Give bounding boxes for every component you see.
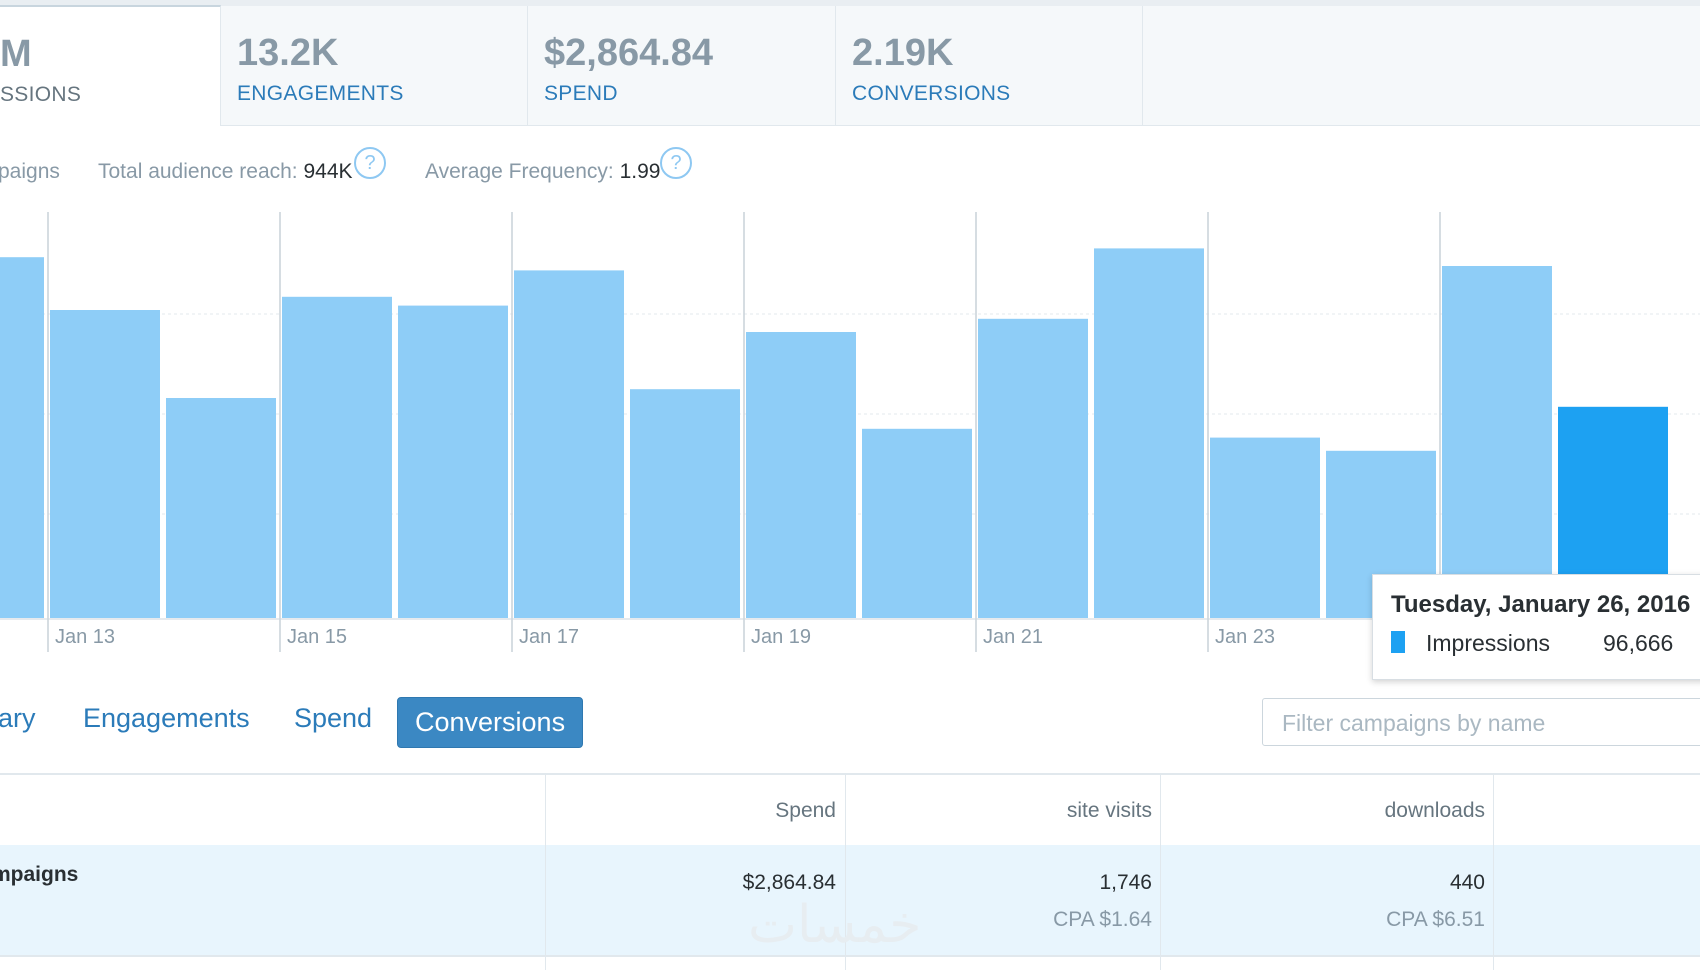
chart-bar[interactable] <box>1210 437 1320 618</box>
total-audience-reach: Total audience reach: 944K <box>98 160 353 184</box>
tooltip-series-value: 96,666 <box>1603 630 1674 656</box>
row-site-visits-cpa: CPA $1.64 <box>1053 908 1152 931</box>
reach-help-icon[interactable]: ? <box>354 147 386 179</box>
chart-bar[interactable] <box>862 428 972 618</box>
metric-tab-conversions[interactable]: 2.19K CONVERSIONS <box>836 6 1143 125</box>
column-divider <box>545 773 546 970</box>
metric-value: $2,864.84 <box>544 32 714 74</box>
x-tick-label: Jan 15 <box>287 626 347 648</box>
metric-tabs: M SSIONS 13.2K ENGAGEMENTS $2,864.84 SPE… <box>0 0 1700 126</box>
chart-bar[interactable] <box>630 389 740 618</box>
metric-tab-impressions[interactable]: M SSIONS <box>0 5 221 126</box>
metric-value: M <box>0 33 32 75</box>
metric-label: CONVERSIONS <box>852 82 1011 105</box>
metric-tab-spend[interactable]: $2,864.84 SPEND <box>528 6 836 125</box>
campaigns-table: Spend site visits downloads mpaigns $2,8… <box>0 773 1700 970</box>
tooltip-series-swatch <box>1391 631 1405 653</box>
average-frequency: Average Frequency: 1.99 <box>425 160 660 184</box>
top-border <box>0 0 1700 6</box>
metric-value: 2.19K <box>852 32 954 74</box>
x-tick-label: Jan 23 <box>1215 626 1275 648</box>
table-row[interactable] <box>0 957 1700 970</box>
impressions-bar-chart: Jan 13 Jan 15 Jan 17 Jan 19 Jan 21 Jan 23 <box>0 212 1700 652</box>
chart-tooltip: Tuesday, January 26, 2016 Impressions 96… <box>1372 574 1700 680</box>
chart-bar[interactable] <box>0 257 44 618</box>
column-header-downloads[interactable]: downloads <box>1384 799 1485 822</box>
tab-spend[interactable]: Spend <box>294 703 373 733</box>
row-downloads-cpa: CPA $6.51 <box>1386 908 1485 931</box>
x-tick-label: Jan 13 <box>55 626 115 648</box>
metric-label: SSIONS <box>0 83 82 106</box>
chart-bar[interactable] <box>398 305 508 618</box>
chart-bar[interactable] <box>514 270 624 618</box>
column-header-spend[interactable]: Spend <box>775 799 836 822</box>
column-header-site-visits[interactable]: site visits <box>1066 799 1152 822</box>
frequency-help-icon[interactable]: ? <box>660 147 692 179</box>
metric-value: 13.2K <box>237 32 339 74</box>
column-divider <box>1493 773 1494 970</box>
tooltip-date: Tuesday, January 26, 2016 <box>1391 591 1691 618</box>
x-tick-label: Jan 21 <box>983 626 1043 648</box>
watermark-logo: خمسات <box>748 895 922 955</box>
table-row[interactable]: mpaigns $2,864.84 1,746 CPA $1.64 440 CP… <box>0 845 1700 957</box>
avg-frequency-label: Average Frequency: <box>425 160 614 183</box>
metric-label: ENGAGEMENTS <box>237 82 404 105</box>
tab-summary[interactable]: ary <box>0 703 36 733</box>
filter-campaigns-input[interactable]: Filter campaigns by name <box>1262 698 1700 746</box>
chart-bar[interactable] <box>50 310 160 618</box>
column-divider <box>845 773 846 970</box>
metric-tab-engagements[interactable]: 13.2K ENGAGEMENTS <box>220 6 528 125</box>
chart-bar[interactable] <box>978 318 1088 618</box>
chart-bar[interactable] <box>282 296 392 618</box>
row-downloads: 440 <box>1449 871 1485 894</box>
tab-engagements[interactable]: Engagements <box>83 703 250 733</box>
total-reach-label: Total audience reach: <box>98 160 298 183</box>
row-site-visits: 1,746 <box>1099 871 1152 894</box>
chart-bar[interactable] <box>1094 248 1204 618</box>
chart-bar[interactable] <box>746 332 856 618</box>
filter-placeholder: Filter campaigns by name <box>1282 710 1546 736</box>
x-tick-label: Jan 17 <box>519 626 579 648</box>
x-tick-label: Jan 19 <box>751 626 811 648</box>
row-name: mpaigns <box>0 863 79 886</box>
total-reach-value: 944K <box>303 160 353 183</box>
row-spend: $2,864.84 <box>742 871 836 894</box>
chart-bar[interactable] <box>1442 266 1552 618</box>
avg-frequency-value: 1.99 <box>619 160 661 183</box>
table-header: Spend site visits downloads <box>0 773 1700 847</box>
metric-label: SPEND <box>544 82 618 105</box>
tab-conversions[interactable]: Conversions <box>397 697 584 748</box>
chart-bar[interactable] <box>166 398 276 618</box>
campaigns-count: paigns <box>0 160 60 183</box>
tooltip-series-name: Impressions <box>1426 630 1550 656</box>
column-divider <box>1160 773 1161 970</box>
